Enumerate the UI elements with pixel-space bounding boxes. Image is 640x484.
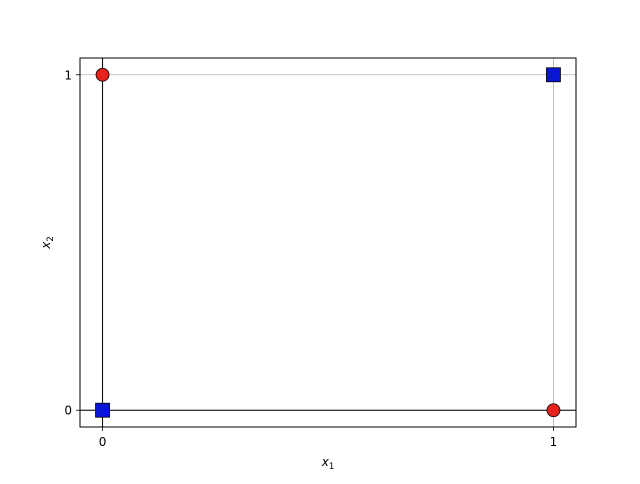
point-circle-0-0 — [96, 68, 109, 81]
data-points — [96, 68, 561, 417]
ticks: 0 1 0 1 — [64, 68, 557, 449]
point-circle-0-1 — [547, 404, 560, 417]
x-axis-label-sub: 1 — [329, 462, 334, 472]
x-tick-label-1: 1 — [550, 435, 558, 449]
grid — [80, 58, 576, 427]
y-tick-label-0: 0 — [64, 404, 72, 418]
axes-frame — [80, 58, 576, 427]
reference-lines — [80, 58, 576, 427]
point-square-1-0 — [96, 403, 110, 417]
y-tick-label-1: 1 — [64, 68, 72, 82]
point-square-1-1 — [546, 68, 560, 82]
y-axis-label: x2 — [39, 236, 56, 250]
x-tick-label-0: 0 — [99, 435, 107, 449]
x-axis-label: x1 — [321, 455, 335, 472]
y-axis-label-sub: 2 — [46, 236, 56, 241]
